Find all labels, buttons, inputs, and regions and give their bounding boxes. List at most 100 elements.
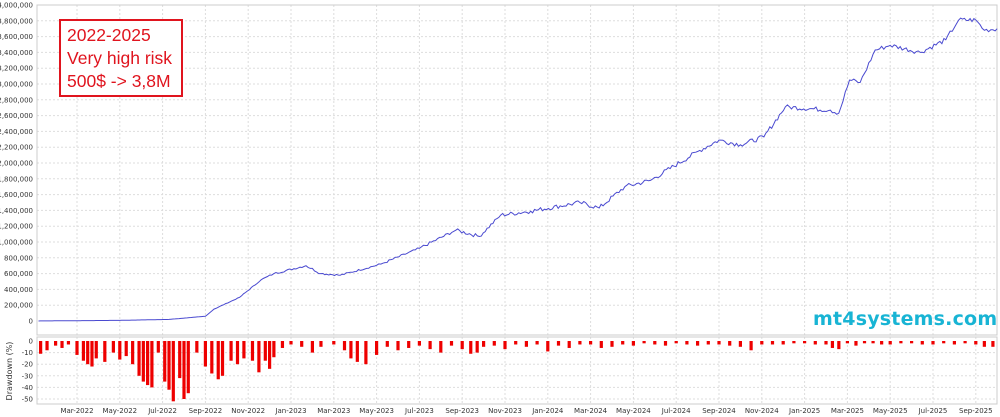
drawdown-bar <box>599 341 603 348</box>
drawdown-bar <box>150 341 154 388</box>
x-tick-label: Jan-2024 <box>531 407 564 415</box>
equity-y-tick-label: 3,600,000 <box>0 33 33 41</box>
x-tick-label: Jul-2025 <box>918 407 948 415</box>
drawdown-bar <box>355 341 359 362</box>
drawdown-bar <box>952 341 956 345</box>
drawdown-bar <box>268 341 272 369</box>
drawdown-bar <box>280 341 285 348</box>
drawdown-bar <box>942 341 946 344</box>
drawdown-bar <box>272 341 276 358</box>
drawdown-bar <box>830 341 835 348</box>
equity-y-tick-label: 3,800,000 <box>0 17 33 25</box>
drawdown-bar <box>178 341 182 379</box>
drawdown-bar <box>141 341 145 382</box>
drawdown-bar <box>524 341 528 347</box>
x-tick-label: May-2025 <box>873 407 908 415</box>
drawdown-bar <box>899 341 903 344</box>
drawdown-bar <box>567 341 571 348</box>
drawdown-axis-title: Drawdown (%) <box>5 342 14 401</box>
x-tick-label: Sep-2025 <box>959 407 993 415</box>
drawdown-bar <box>250 341 255 361</box>
x-tick-label: Jul-2024 <box>661 407 691 415</box>
drawdown-bar <box>546 341 550 352</box>
x-tick-label: Nov-2022 <box>231 407 265 415</box>
drawdown-bar <box>385 341 389 347</box>
x-tick-label: Jan-2023 <box>274 407 306 415</box>
drawdown-bar <box>319 341 323 347</box>
drawdown-bar <box>685 341 689 345</box>
equity-y-tick-label: 600,000 <box>4 270 33 278</box>
drawdown-bar <box>220 341 225 376</box>
drawdown-bar <box>449 341 454 346</box>
drawdown-bar <box>845 341 849 344</box>
equity-y-tick-label: 400,000 <box>4 286 33 294</box>
x-tick-label: Sep-2023 <box>445 407 479 415</box>
x-tick-label: Sep-2022 <box>189 407 223 415</box>
drawdown-bar <box>146 341 150 386</box>
drawdown-bar <box>182 341 186 399</box>
drawdown-bar <box>862 341 867 344</box>
drawdown-bar <box>203 341 207 367</box>
drawdown-bar <box>210 341 214 374</box>
drawdown-y-tick-label: -10 <box>22 349 33 357</box>
drawdown-bar <box>760 341 764 345</box>
drawdown-bar <box>131 341 135 365</box>
drawdown-bar <box>813 341 817 345</box>
drawdown-bar <box>717 341 721 345</box>
drawdown-bar <box>824 341 828 345</box>
annotation-line-period: 2022-2025 <box>67 25 151 45</box>
equity-y-tick-label: 3,200,000 <box>0 65 33 73</box>
drawdown-bar <box>229 341 233 361</box>
drawdown-bar <box>81 341 86 361</box>
x-tick-label: Jan-2025 <box>788 407 820 415</box>
x-tick-label: Mar-2023 <box>317 407 350 415</box>
drawdown-bar <box>111 341 115 353</box>
drawdown-bar <box>242 341 246 359</box>
drawdown-bar <box>781 341 785 345</box>
drawdown-bar <box>738 341 742 347</box>
drawdown-bar <box>66 341 71 345</box>
drawdown-bar <box>300 341 304 347</box>
drawdown-bar <box>663 341 668 346</box>
equity-y-tick-label: 2,400,000 <box>0 128 33 136</box>
drawdown-bar <box>706 341 710 345</box>
equity-y-tick-label: 1,600,000 <box>0 191 33 199</box>
drawdown-bar <box>167 341 171 390</box>
x-tick-label: Mar-2024 <box>574 407 608 415</box>
equity-y-tick-label: 1,000,000 <box>0 239 33 247</box>
equity-line <box>38 17 998 322</box>
drawdown-bar <box>982 341 986 347</box>
drawdown-bar <box>439 341 443 353</box>
drawdown-bar <box>880 341 884 345</box>
drawdown-bar <box>578 341 582 345</box>
equity-plot-frame <box>36 4 998 336</box>
x-tick-label: Mar-2022 <box>60 407 93 415</box>
drawdown-bar <box>289 341 293 345</box>
x-tick-label: Nov-2024 <box>745 407 779 415</box>
drawdown-bar <box>235 341 240 365</box>
drawdown-bar <box>90 341 94 367</box>
drawdown-plot-frame <box>36 336 998 405</box>
drawdown-bar <box>407 341 411 348</box>
grid <box>37 5 997 404</box>
drawdown-bar <box>171 341 175 402</box>
drawdown-bar <box>375 341 379 355</box>
drawdown-bar <box>45 341 49 351</box>
drawdown-bar <box>137 341 141 376</box>
annotation-box: 2022-2025 Very high risk 500$ -> 3,8M <box>59 19 183 97</box>
drawdown-bar <box>417 341 421 346</box>
drawdown-bar <box>195 341 199 353</box>
drawdown-bar <box>54 341 58 346</box>
drawdown-y-tick-label: -20 <box>22 361 33 369</box>
drawdown-bars <box>39 341 995 402</box>
equity-y-tick-label: 1,400,000 <box>0 207 33 215</box>
drawdown-bar <box>514 341 518 345</box>
drawdown-bar <box>535 341 539 345</box>
drawdown-bar <box>888 341 892 345</box>
drawdown-bar <box>696 341 700 346</box>
drawdown-bar <box>728 341 732 346</box>
drawdown-bar <box>837 341 841 350</box>
drawdown-bar <box>118 341 122 360</box>
x-tick-label: Sep-2024 <box>702 407 736 415</box>
